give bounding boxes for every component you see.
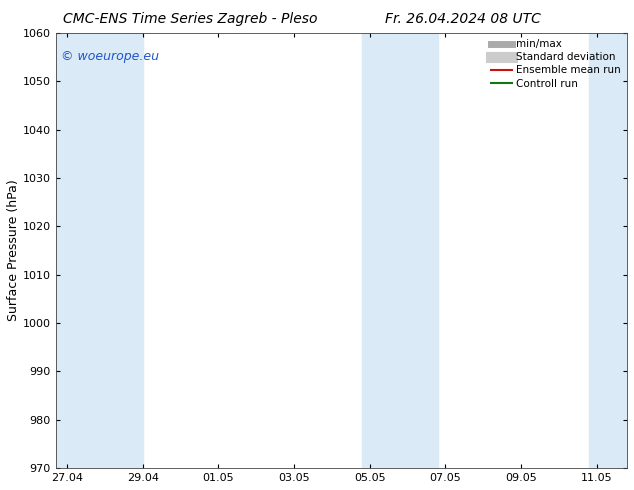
Bar bbox=[56, 33, 143, 468]
Text: Fr. 26.04.2024 08 UTC: Fr. 26.04.2024 08 UTC bbox=[385, 12, 541, 26]
Y-axis label: Surface Pressure (hPa): Surface Pressure (hPa) bbox=[7, 180, 20, 321]
Bar bbox=[362, 33, 438, 468]
Text: CMC-ENS Time Series Zagreb - Pleso: CMC-ENS Time Series Zagreb - Pleso bbox=[63, 12, 318, 26]
Legend: min/max, Standard deviation, Ensemble mean run, Controll run: min/max, Standard deviation, Ensemble me… bbox=[487, 35, 625, 93]
Bar bbox=[589, 33, 627, 468]
Text: © woeurope.eu: © woeurope.eu bbox=[61, 50, 159, 63]
